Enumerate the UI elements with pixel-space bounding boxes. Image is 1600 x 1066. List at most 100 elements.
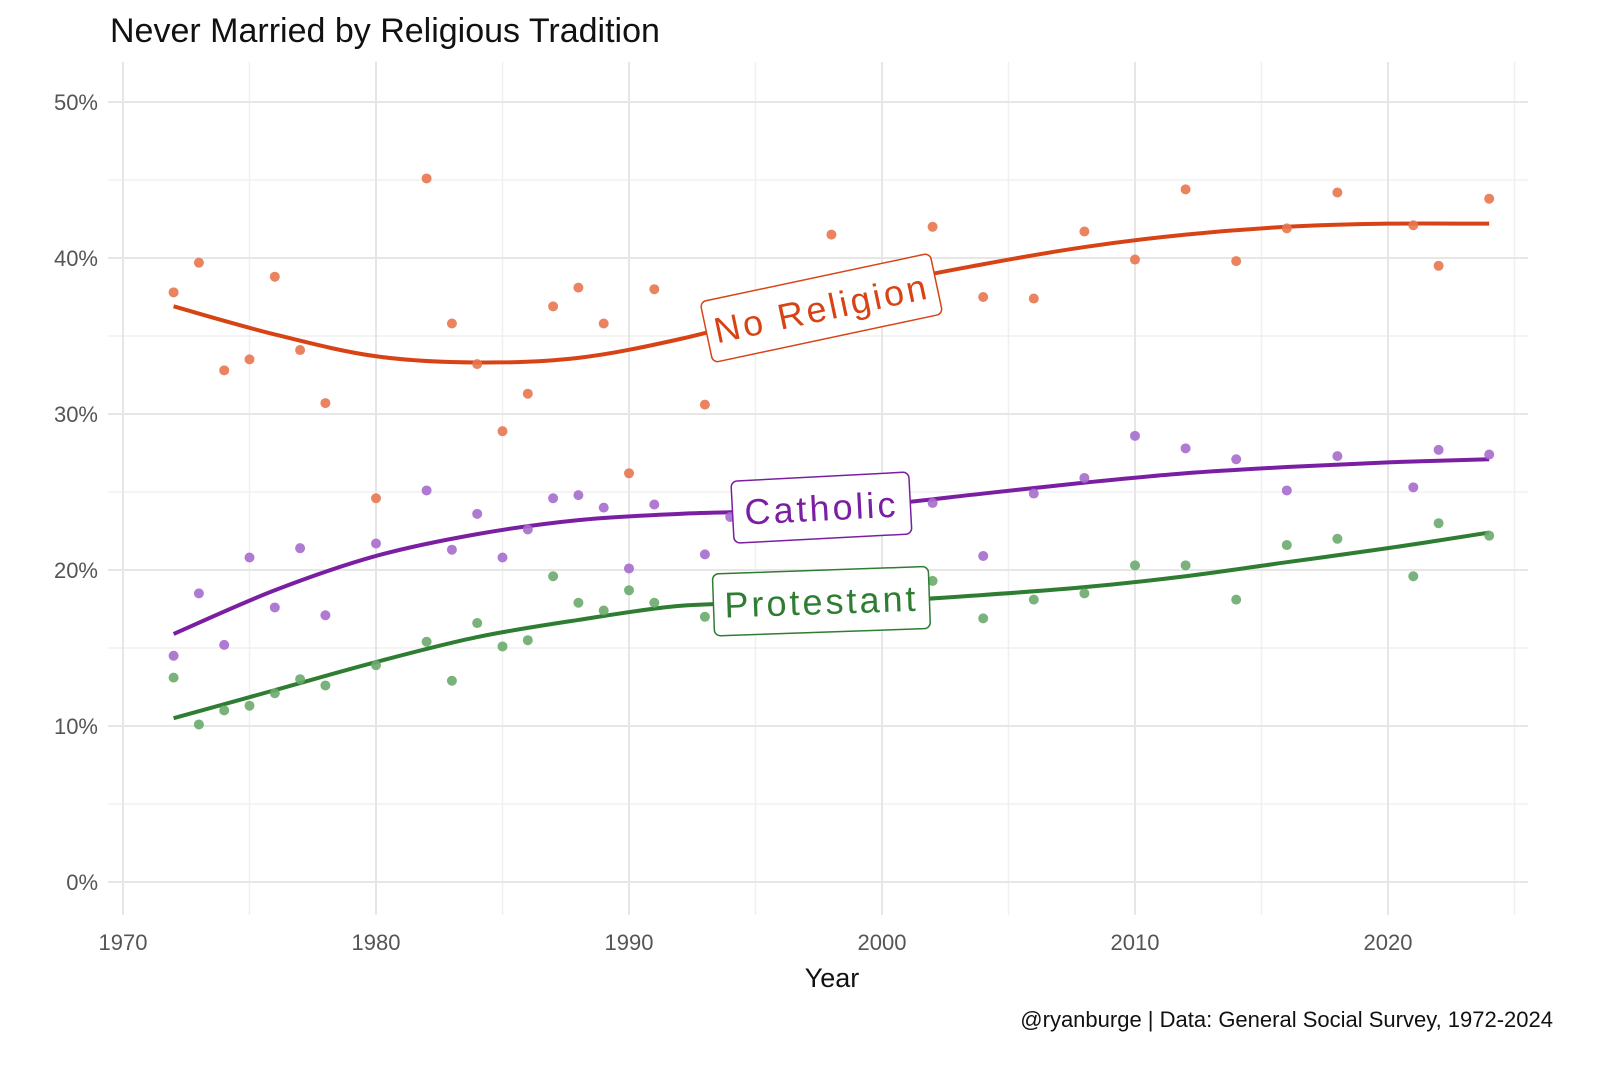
point-catholic [371,538,381,549]
point-no-religion [168,287,179,298]
point-catholic [1484,449,1495,460]
point-no-religion [1433,260,1444,271]
point-catholic [421,485,432,496]
point-protestant [624,585,634,596]
point-catholic [1433,444,1444,455]
y-tick-label: 10% [54,714,98,739]
point-protestant [927,575,938,586]
point-no-religion [624,468,634,479]
point-catholic [1079,472,1090,483]
point-no-religion [573,282,584,293]
point-catholic [1332,451,1343,462]
point-protestant [446,675,457,686]
y-tick-label: 50% [54,90,98,115]
point-protestant [522,635,533,646]
point-no-religion [826,229,837,240]
point-protestant [1408,571,1419,582]
point-protestant [320,680,331,691]
point-no-religion [978,292,989,302]
caption: @ryanburge | Data: General Social Survey… [1020,1007,1553,1032]
point-protestant [269,688,280,699]
x-tick-label: 1990 [605,930,654,955]
point-catholic [927,497,938,508]
point-no-religion [1028,293,1039,304]
x-tick-label: 2020 [1364,930,1413,955]
point-no-religion [699,399,710,410]
y-tick-label: 30% [54,402,98,427]
point-catholic [548,493,559,504]
point-protestant [548,571,559,582]
x-tick-label: 2010 [1111,930,1160,955]
point-no-religion [522,388,533,399]
point-catholic [219,639,230,650]
point-no-religion [1180,184,1191,195]
point-no-religion [421,173,432,184]
x-tick-label: 2000 [858,930,907,955]
point-protestant [699,611,710,622]
point-no-religion [1332,187,1343,198]
point-protestant [497,641,508,652]
point-protestant [1028,594,1039,605]
x-axis-label: Year [805,963,860,993]
point-protestant [371,660,381,671]
point-catholic [1408,482,1419,493]
point-protestant [978,613,989,624]
point-catholic [1028,488,1039,499]
point-protestant [1079,588,1090,599]
point-protestant [219,705,230,716]
label-text-protestant: Protestant [724,578,919,626]
point-no-religion [1484,193,1495,204]
point-no-religion [269,271,280,282]
point-catholic [1180,443,1191,454]
point-catholic [699,549,710,560]
point-protestant [1130,560,1140,571]
label-protestant: Protestant [711,565,931,637]
point-protestant [1433,518,1444,529]
point-catholic [168,650,179,661]
point-catholic [573,490,584,501]
point-no-religion [371,493,381,504]
point-catholic [649,499,660,510]
point-no-religion [244,354,255,365]
point-no-religion [497,426,508,437]
y-tick-label: 40% [54,246,98,271]
label-no-religion: No Religion [700,253,943,363]
point-catholic [1231,454,1242,465]
point-catholic [295,543,306,554]
x-tick-label: 1970 [99,930,148,955]
label-catholic: Catholic [730,471,913,544]
point-catholic [1281,485,1292,496]
point-catholic [598,502,609,513]
chart-title: Never Married by Religious Tradition [110,12,660,50]
point-protestant [598,605,609,616]
point-no-religion [446,318,457,329]
point-catholic [497,552,508,563]
point-protestant [472,618,483,629]
point-catholic [522,524,533,535]
x-tick-label: 1980 [352,930,401,955]
point-protestant [573,597,584,608]
point-no-religion [1408,220,1419,231]
y-tick-label: 0% [66,870,98,895]
point-protestant [1484,530,1495,541]
point-catholic [624,563,634,574]
point-protestant [244,700,255,711]
y-tick-label: 20% [54,558,98,583]
point-protestant [168,672,179,683]
point-no-religion [1079,226,1090,237]
label-text-catholic: Catholic [743,484,899,533]
point-protestant [1332,533,1343,544]
point-catholic [978,550,989,561]
point-no-religion [219,365,230,376]
point-no-religion [927,221,938,232]
point-no-religion [1130,254,1140,265]
point-no-religion [1281,223,1292,234]
point-catholic [244,552,255,563]
point-protestant [193,719,204,730]
point-no-religion [548,301,559,312]
point-catholic [472,508,483,519]
label-box-protestant [711,565,931,637]
point-no-religion [1231,256,1242,267]
